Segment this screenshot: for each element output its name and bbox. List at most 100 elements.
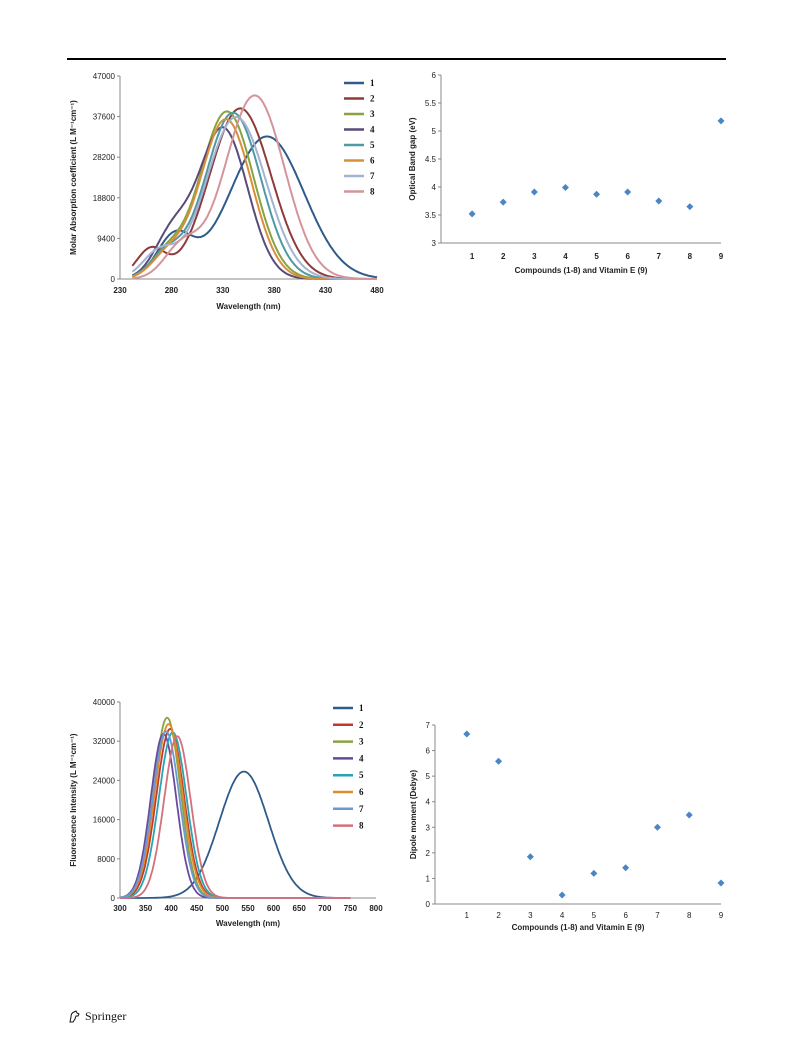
data-point bbox=[624, 188, 632, 196]
y-tick-label: 18800 bbox=[93, 194, 116, 203]
y-tick-label: 0 bbox=[111, 894, 116, 903]
x-tick-label: 700 bbox=[318, 904, 332, 913]
x-tick-label: 480 bbox=[370, 286, 384, 295]
x-tick-label: 380 bbox=[268, 286, 282, 295]
x-axis-title: Wavelength (nm) bbox=[216, 919, 280, 928]
legend-label-1: 1 bbox=[359, 703, 364, 713]
y-tick-label: 16000 bbox=[93, 816, 116, 825]
data-point bbox=[526, 853, 534, 861]
x-tick-label: 550 bbox=[241, 904, 255, 913]
legend-label-6: 6 bbox=[359, 787, 364, 797]
y-tick-label: 47000 bbox=[93, 72, 116, 81]
legend-label-4: 4 bbox=[359, 753, 364, 763]
x-tick-label: 2 bbox=[501, 252, 506, 261]
y-tick-label: 3.5 bbox=[425, 211, 437, 220]
legend-label-2: 2 bbox=[370, 94, 375, 104]
y-tick-label: 5 bbox=[426, 772, 431, 781]
fluorescence-chart: 0 8000 16000 24000 32000 40000 300 350 400 450 500… bbox=[67, 692, 385, 928]
data-point bbox=[622, 864, 630, 872]
legend-label-1: 1 bbox=[370, 78, 375, 88]
x-tick-label: 750 bbox=[344, 904, 358, 913]
absorption-chart-svg: 0 9400 18800 28200 37600 47000 230 280 330 380 430… bbox=[69, 72, 384, 311]
y-tick-label: 1 bbox=[426, 874, 431, 883]
x-tick-label: 7 bbox=[657, 252, 662, 261]
x-tick-label: 280 bbox=[165, 286, 179, 295]
data-point bbox=[717, 117, 725, 125]
springer-horse-icon bbox=[69, 1009, 80, 1022]
x-tick-label: 1 bbox=[470, 252, 475, 261]
legend-label-6: 6 bbox=[370, 156, 375, 166]
x-axis-title: Compounds (1-8) and Vitamin E (9) bbox=[515, 266, 648, 275]
x-tick-label: 6 bbox=[625, 252, 630, 261]
y-tick-label: 28200 bbox=[93, 153, 116, 162]
x-tick-label: 800 bbox=[369, 904, 383, 913]
legend-label-8: 8 bbox=[359, 821, 364, 831]
data-point bbox=[655, 197, 663, 205]
y-tick-label: 0 bbox=[111, 275, 116, 284]
x-axis-title: Compounds (1-8) and Vitamin E (9) bbox=[512, 923, 645, 932]
y-tick-label: 6 bbox=[426, 747, 431, 756]
y-tick-label: 3 bbox=[432, 239, 437, 248]
x-tick-label: 9 bbox=[719, 911, 724, 920]
data-point bbox=[463, 730, 471, 738]
header-rule bbox=[67, 58, 726, 60]
y-axis-title: Dipole moment (Debye) bbox=[409, 769, 418, 859]
x-tick-label: 2 bbox=[496, 911, 501, 920]
band-gap-chart-svg: 3 3.5 4 4.5 5 5.5 6 1 2 3 4 5 6 7 8 9 Compounds (1-8) an… bbox=[408, 71, 725, 275]
x-tick-label: 7 bbox=[655, 911, 660, 920]
x-tick-label: 230 bbox=[113, 286, 127, 295]
x-tick-label: 500 bbox=[216, 904, 230, 913]
series-line-2 bbox=[119, 727, 351, 899]
x-tick-label: 8 bbox=[687, 911, 692, 920]
y-tick-label: 9400 bbox=[97, 234, 115, 243]
x-tick-label: 1 bbox=[465, 911, 470, 920]
x-tick-label: 5 bbox=[592, 911, 597, 920]
legend-label-7: 7 bbox=[370, 171, 375, 181]
x-tick-label: 3 bbox=[528, 911, 533, 920]
data-point bbox=[561, 184, 569, 192]
fluorescence-chart-svg: 0 8000 16000 24000 32000 40000 300 350 400 450 500… bbox=[69, 698, 383, 928]
x-tick-label: 650 bbox=[293, 904, 307, 913]
x-tick-label: 600 bbox=[267, 904, 281, 913]
x-tick-label: 4 bbox=[563, 252, 568, 261]
data-point bbox=[558, 891, 566, 899]
dipole-chart-svg: 0 1 2 3 4 5 6 7 1 2 3 4 5 6 7 8 9 Compounds (1-8) and Vit… bbox=[409, 721, 725, 932]
y-tick-label: 0 bbox=[426, 900, 431, 909]
y-axis-title: Molar Absorption coefficient (L M⁻¹cm⁻¹) bbox=[69, 100, 78, 255]
legend-label-7: 7 bbox=[359, 804, 364, 814]
y-tick-label: 7 bbox=[426, 721, 431, 730]
data-point bbox=[653, 823, 661, 831]
legend-label-2: 2 bbox=[359, 720, 364, 730]
x-axis-title: Wavelength (nm) bbox=[216, 302, 280, 311]
y-tick-label: 4 bbox=[426, 798, 431, 807]
data-point bbox=[593, 190, 601, 198]
band-gap-chart: 3 3.5 4 4.5 5 5.5 6 1 2 3 4 5 6 7 8 9 Compounds (1-8) an… bbox=[405, 66, 727, 282]
data-point bbox=[495, 757, 503, 765]
x-tick-label: 300 bbox=[113, 904, 127, 913]
legend-label-8: 8 bbox=[370, 187, 375, 197]
x-tick-label: 8 bbox=[688, 252, 693, 261]
series-line-8 bbox=[132, 94, 377, 280]
y-tick-label: 5 bbox=[432, 127, 437, 136]
data-point bbox=[590, 869, 598, 877]
dipole-chart: 0 1 2 3 4 5 6 7 1 2 3 4 5 6 7 8 9 Compounds (1-8) and Vit… bbox=[405, 717, 727, 939]
x-tick-label: 430 bbox=[319, 286, 333, 295]
data-point bbox=[685, 811, 693, 819]
x-tick-label: 4 bbox=[560, 911, 565, 920]
data-point bbox=[686, 203, 694, 211]
y-tick-label: 6 bbox=[432, 71, 437, 80]
y-tick-label: 24000 bbox=[93, 776, 116, 785]
series-line-8 bbox=[120, 735, 351, 899]
legend-label-3: 3 bbox=[370, 109, 375, 119]
series-line-4 bbox=[131, 126, 377, 280]
x-tick-label: 400 bbox=[165, 904, 179, 913]
x-tick-label: 350 bbox=[139, 904, 153, 913]
legend-label-5: 5 bbox=[359, 770, 364, 780]
y-tick-label: 4.5 bbox=[425, 155, 437, 164]
data-point bbox=[468, 210, 476, 218]
y-tick-label: 5.5 bbox=[425, 99, 437, 108]
y-axis-title: Fluorescence Intensity (L M⁻¹cm⁻¹) bbox=[69, 733, 78, 867]
y-tick-label: 8000 bbox=[97, 855, 115, 864]
y-tick-label: 3 bbox=[426, 823, 431, 832]
publisher-name: Springer bbox=[85, 1009, 127, 1023]
